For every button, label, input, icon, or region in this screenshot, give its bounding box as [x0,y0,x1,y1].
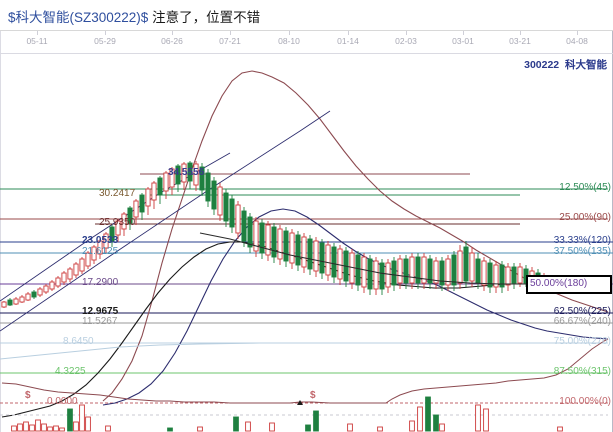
date-tick-label: 03-01 [452,36,474,46]
date-tick-mark [289,31,290,35]
date-tick-mark [520,31,521,35]
retracement-level-label: 100.00%(0) [559,396,611,407]
date-tick-label: 01-14 [337,36,359,46]
date-tick-label: 06-26 [161,36,183,46]
date-tick-label: 03-21 [509,36,531,46]
post-comment-text: 注意了，位置不错 [152,10,261,25]
price-level-label: 25.9350 [99,217,136,228]
date-tick-mark [348,31,349,35]
date-tick-mark [172,31,173,35]
retracement-level-label: 25.00%(90) [559,212,611,223]
date-tick-label: 05-11 [26,36,48,46]
date-tick-label: 04-08 [566,36,588,46]
date-tick-mark [463,31,464,35]
chart-code: 300222 [524,59,560,71]
chart-name: 科大智能 [565,59,607,71]
price-level-label: 11.5267 [82,316,118,327]
plot-area[interactable] [0,53,613,432]
date-axis: 05-11 05-29 06-26 07-21 08-10 01-14 02-03 03-01… [0,31,613,54]
price-level-label: 0.0000 [47,396,78,407]
price-series-svg [0,70,613,432]
price-level-label: 8.6450 [63,336,94,347]
retracement-level-label: 62.50%(225) [553,306,611,317]
price-level-label: 4.3225 [55,366,86,377]
date-tick-label: 07-21 [219,36,241,46]
date-tick-mark [105,31,106,35]
chart-left-border [0,31,1,432]
post-title-bar: $科大智能(SZ300222)$ 注意了，位置不错 [0,0,613,30]
retracement-level-label: 33.33%(120) [553,235,611,246]
retracement-level-label: 12.50%(45) [559,182,611,193]
dividend-marker-icon[interactable]: $ [310,390,316,401]
date-tick-label: 02-03 [395,36,417,46]
stock-symbol-link[interactable]: $科大智能(SZ300222)$ [8,10,149,25]
price-level-label: 17.2900 [82,277,119,288]
highlighted-retracement-level[interactable]: 50.00%(180) [526,275,612,294]
date-tick-mark [577,31,578,35]
price-level-label: 34.5556 [168,167,205,178]
price-level-label: 30.2417 [99,188,136,199]
date-tick-mark [37,31,38,35]
price-level-label: 23.0533 [82,235,119,246]
price-level-label: 12.9675 [82,306,119,317]
retracement-level-label: 66.67%(240) [553,316,611,327]
retracement-level-label: 50.00%(180) [530,278,588,289]
date-tick-mark [230,31,231,35]
dividend-marker-icon[interactable]: $ [25,390,31,401]
page-title: $科大智能(SZ300222)$ 注意了，位置不错 [8,6,260,26]
chart-container[interactable]: 05-11 05-29 06-26 07-21 08-10 01-14 02-03 03-01… [0,30,613,432]
date-tick-label: 08-10 [278,36,300,46]
retracement-level-label: 87.50%(315) [553,366,611,377]
date-tick-label: 05-29 [94,36,116,46]
retracement-level-label: 75.00%(270) [553,336,611,347]
retracement-level-label: 37.50%(135) [553,246,611,257]
price-level-label: 21.6125 [82,246,119,257]
date-tick-mark [406,31,407,35]
chart-code-label: 300222 科大智能 [524,57,607,72]
